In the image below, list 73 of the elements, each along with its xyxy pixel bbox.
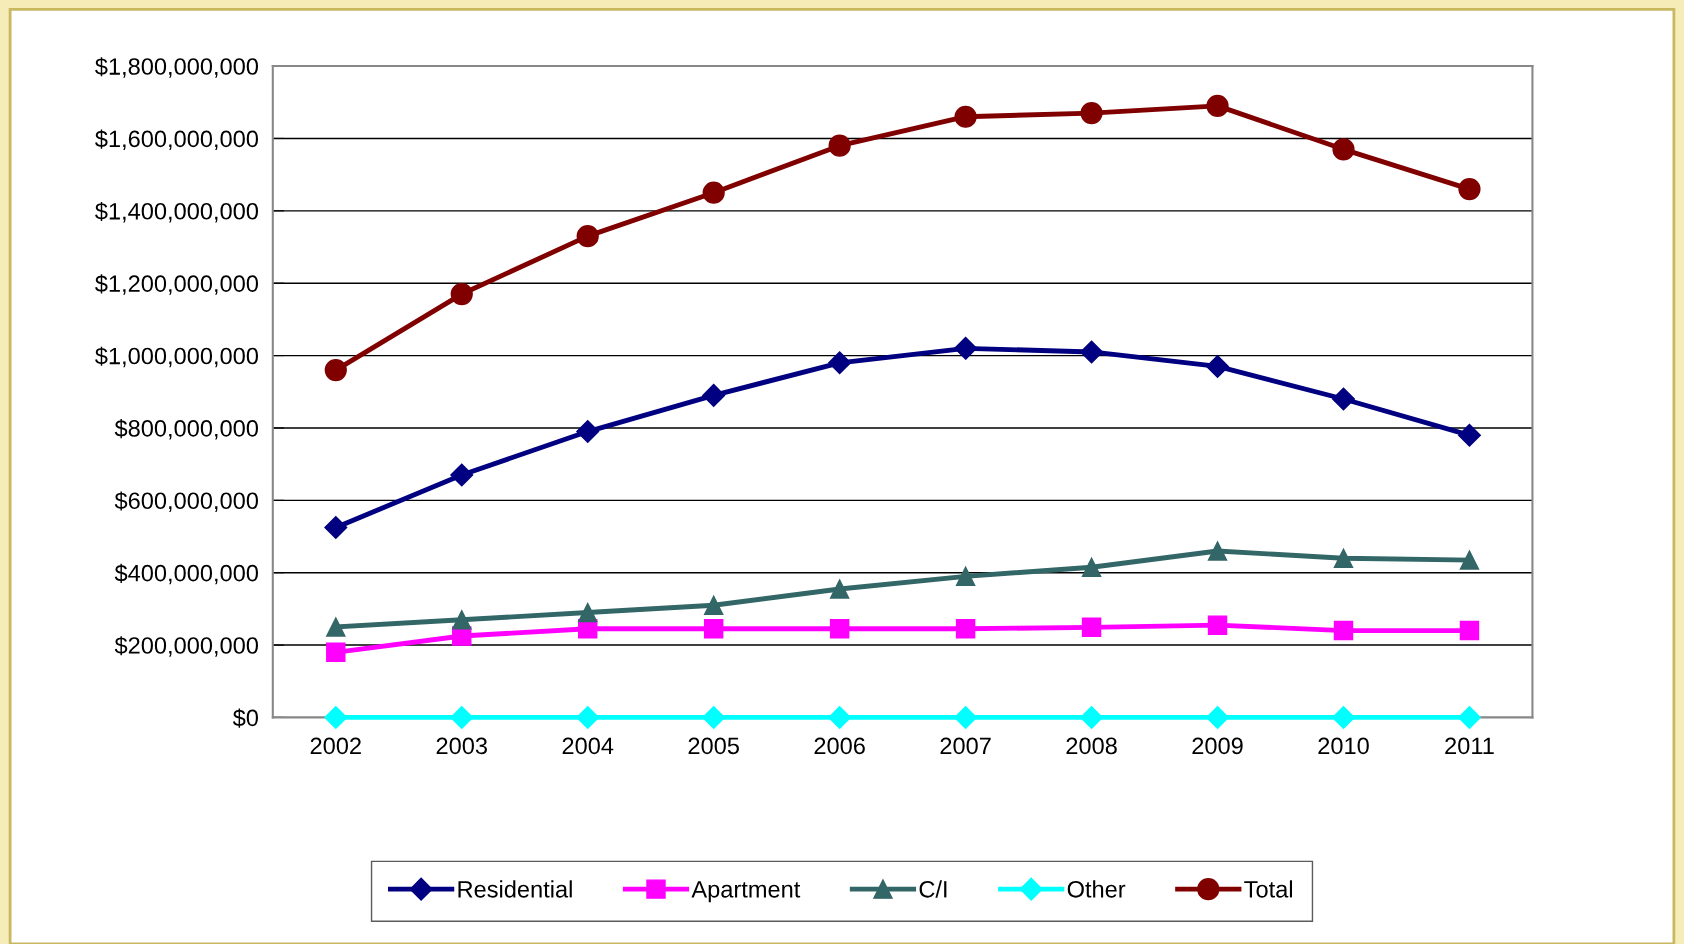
y-tick-label: $0 bbox=[232, 708, 258, 728]
point bbox=[1457, 423, 1481, 447]
point bbox=[1457, 705, 1481, 729]
x-tick-label: 2005 bbox=[688, 737, 739, 755]
point bbox=[324, 358, 347, 382]
point bbox=[1333, 548, 1354, 568]
y-tick-label: $600,000,000 bbox=[114, 491, 259, 512]
point bbox=[955, 566, 976, 587]
y-tick-label: $1,200,000,000 bbox=[95, 274, 259, 295]
x-tick-label: 2009 bbox=[1192, 737, 1243, 755]
y-tick-label: $400,000,000 bbox=[114, 563, 259, 585]
legend-label: Apartment bbox=[691, 881, 801, 903]
point bbox=[1080, 340, 1104, 364]
point bbox=[1206, 354, 1230, 378]
x-tick-label: 2002 bbox=[310, 737, 361, 755]
legend-label: Other bbox=[1067, 880, 1126, 898]
point bbox=[450, 463, 474, 487]
point bbox=[702, 383, 726, 407]
point bbox=[452, 610, 472, 630]
point bbox=[450, 282, 473, 306]
y-tick-label: $800,000,000 bbox=[114, 419, 259, 440]
point bbox=[1458, 178, 1481, 201]
legend-label: Total bbox=[1244, 880, 1292, 898]
point bbox=[954, 705, 978, 729]
legend-label: Residential bbox=[458, 880, 572, 898]
point bbox=[702, 181, 725, 204]
point bbox=[1333, 620, 1354, 641]
y-tick-label: $1,000,000,000 bbox=[95, 346, 259, 368]
point bbox=[576, 420, 600, 444]
x-tick-label: 2006 bbox=[814, 737, 865, 755]
point bbox=[326, 617, 346, 637]
x-tick-label: 2004 bbox=[562, 737, 614, 755]
point bbox=[577, 602, 598, 623]
point bbox=[829, 579, 850, 599]
point bbox=[828, 351, 852, 375]
legend-label: C/I bbox=[919, 880, 947, 898]
point bbox=[1332, 138, 1355, 161]
point bbox=[828, 705, 852, 729]
x-tick-label: 2010 bbox=[1318, 737, 1369, 755]
point bbox=[324, 705, 348, 729]
point bbox=[703, 595, 724, 615]
point bbox=[955, 619, 976, 639]
point bbox=[1331, 387, 1355, 411]
point bbox=[1081, 557, 1102, 577]
y-tick-label: $200,000,000 bbox=[114, 636, 259, 657]
point bbox=[576, 705, 600, 729]
point bbox=[1459, 620, 1480, 641]
point bbox=[703, 619, 724, 639]
point bbox=[1207, 541, 1228, 561]
point bbox=[1206, 705, 1230, 729]
y-tick-label: $1,600,000,000 bbox=[95, 129, 259, 151]
point bbox=[450, 705, 474, 729]
point bbox=[829, 619, 850, 639]
point bbox=[1080, 102, 1103, 125]
point bbox=[702, 705, 726, 729]
x-tick-label: 2011 bbox=[1445, 737, 1494, 755]
x-tick-label: 2003 bbox=[436, 737, 487, 755]
point bbox=[1459, 550, 1480, 570]
point bbox=[576, 225, 599, 248]
point bbox=[1331, 705, 1355, 729]
y-tick-label: $1,800,000,000 bbox=[95, 57, 259, 78]
point bbox=[1206, 94, 1229, 117]
point bbox=[326, 642, 346, 663]
point bbox=[1207, 615, 1228, 635]
point bbox=[954, 336, 978, 360]
x-tick-label: 2008 bbox=[1066, 737, 1117, 755]
point bbox=[828, 134, 851, 157]
point bbox=[1081, 617, 1102, 638]
point bbox=[954, 105, 977, 128]
point bbox=[1080, 705, 1104, 729]
y-tick-label: $1,400,000,000 bbox=[95, 201, 259, 223]
x-tick-label: 2007 bbox=[940, 737, 991, 755]
point bbox=[324, 515, 348, 539]
